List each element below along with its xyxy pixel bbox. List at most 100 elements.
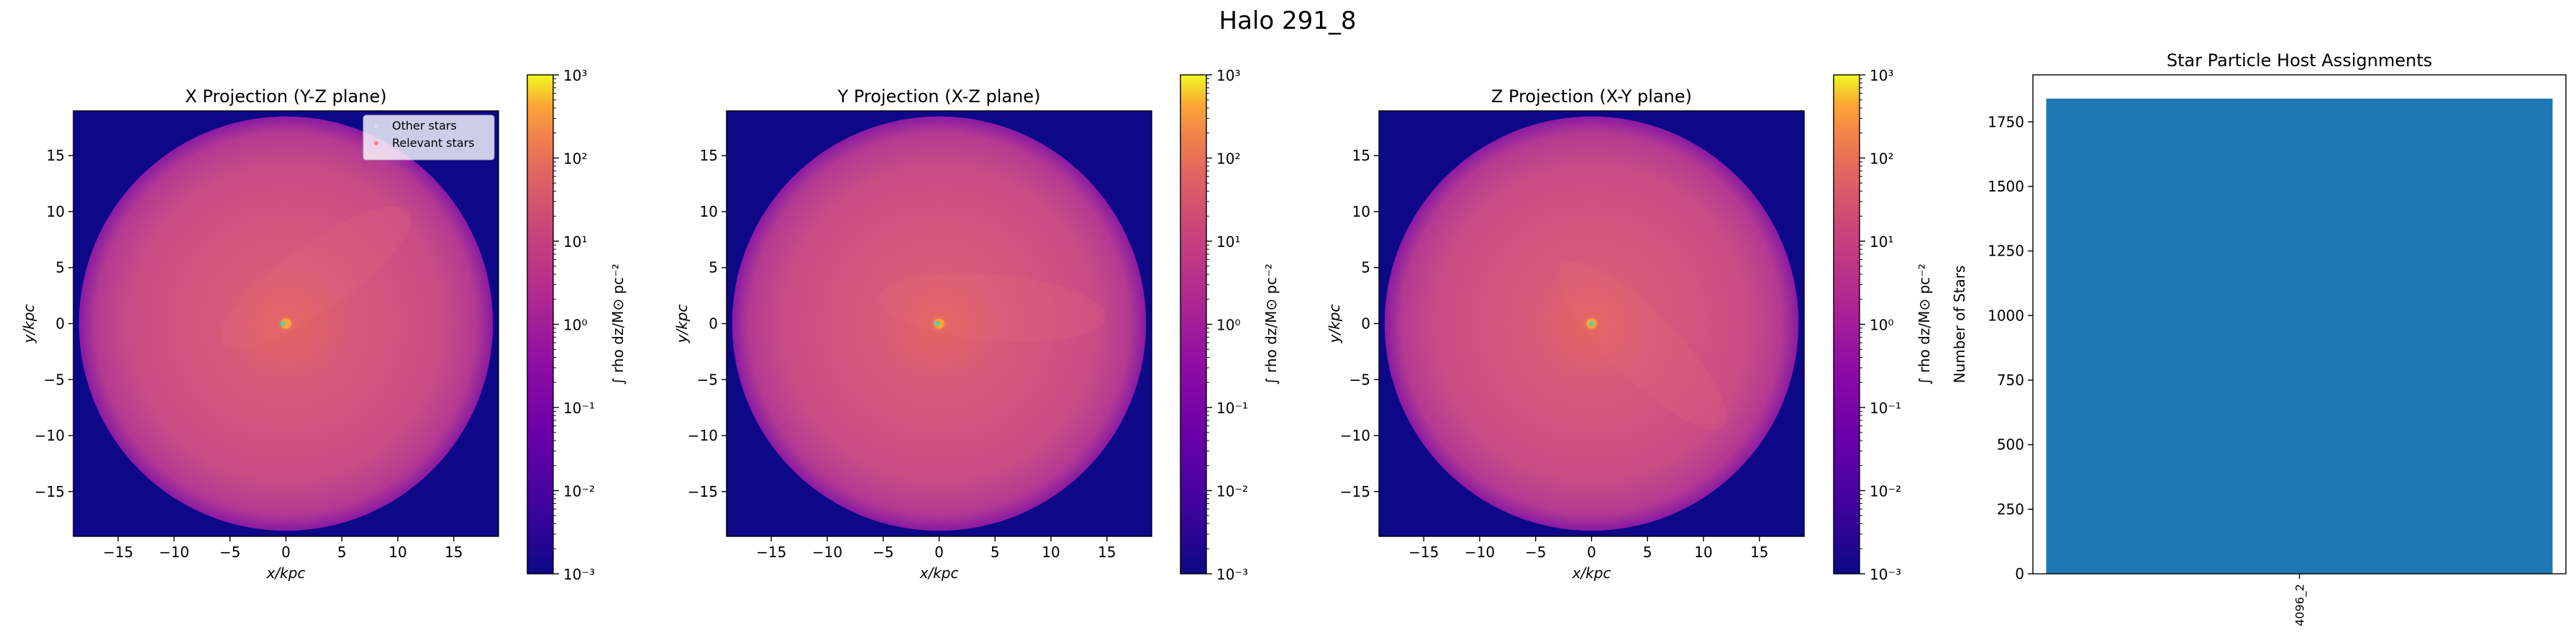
- x-tick-label: 10: [1042, 544, 1060, 561]
- density-filament: [1559, 261, 1727, 430]
- y-axis-label: y/kpc: [20, 305, 37, 344]
- heatmap-panel-2: −15 −10 −5 0 5 10 15 −15 −10 −5 0 5 10 15 Y Projection…: [673, 67, 1280, 583]
- x-tick-label: −10: [812, 544, 842, 561]
- x-tick-label: −5: [1525, 544, 1546, 561]
- colorbar-tick-label: 10⁻²: [1870, 483, 1901, 500]
- y-tick-label: 15: [700, 147, 718, 164]
- x-tick-label: 5: [337, 544, 347, 561]
- y-tick-label: −10: [1340, 427, 1370, 444]
- colorbar-tick-label: 10³: [563, 67, 587, 84]
- panel-title: Z Projection (X-Y plane): [1491, 86, 1692, 107]
- x-tick-label: 0: [281, 544, 291, 561]
- bar-4096_2: [2046, 99, 2553, 574]
- colorbar-tick-label: 10⁻³: [563, 566, 595, 583]
- colorbar-tick-label: 10³: [1870, 67, 1893, 84]
- colorbar-tick-label: 10⁻²: [563, 483, 595, 500]
- y-tick-label: 10: [47, 203, 65, 220]
- colorbar-tick-label: 10⁻¹: [1216, 400, 1248, 417]
- y-tick-label: 750: [1997, 371, 2024, 389]
- colorbar-tick-label: 10⁰: [1870, 317, 1893, 334]
- y-tick-label: 0: [1361, 315, 1370, 333]
- x-tick-label: 10: [388, 544, 406, 561]
- relevant-star-marker: [1589, 321, 1594, 326]
- y-tick-label: 1000: [1988, 307, 2024, 324]
- y-tick-label: 1750: [1988, 113, 2024, 130]
- legend-swatch: [374, 124, 378, 128]
- y-tick-label: −5: [697, 371, 718, 388]
- y-tick-label: −5: [44, 371, 65, 388]
- x-tick-label: 5: [991, 544, 1000, 561]
- colorbar-tick-label: 10⁻²: [1216, 483, 1248, 500]
- density-core: [281, 318, 291, 329]
- y-tick-label: 15: [47, 147, 65, 164]
- y-tick-label: 0: [709, 315, 718, 333]
- x-tick-label: −10: [159, 544, 189, 561]
- colorbar-tick-label: 10¹: [563, 233, 587, 251]
- y-tick-label: 5: [55, 259, 65, 276]
- x-tick-label: −5: [873, 544, 893, 561]
- colorbar: 10⁻³ 10⁻² 10⁻¹ 10⁰ 10¹ 10² 10³ ∫ rho dz/M⊙ pc⁻²: [1180, 67, 1280, 583]
- panels: −15 −10 −5 0 5 10 15 −15 −10 −5 0 5 10 15 X Projection…: [20, 50, 2567, 626]
- y-tick-label: −5: [1350, 371, 1370, 388]
- axes-frame: [2032, 74, 2567, 574]
- x-axis-label: x/kpc: [266, 564, 306, 582]
- x-tick-label: 0: [934, 544, 944, 561]
- relevant-star-marker: [280, 321, 286, 326]
- y-tick-label: 10: [700, 203, 718, 220]
- colorbar-tick-label: 10⁻¹: [563, 400, 595, 417]
- x-tick-label: −5: [219, 544, 240, 561]
- y-tick-label: −15: [688, 483, 718, 500]
- density-filament: [221, 206, 412, 348]
- y-tick-label: 250: [1997, 500, 2024, 518]
- x-tick-label: 15: [1750, 544, 1768, 561]
- legend-label: Relevant stars: [392, 136, 475, 150]
- y-tick-label: 0: [55, 315, 65, 333]
- y-tick-label: −10: [35, 427, 65, 444]
- colorbar-tick-label: 10⁻³: [1870, 566, 1901, 583]
- panel-title: X Projection (Y-Z plane): [185, 86, 386, 107]
- y-tick-label: 500: [1997, 436, 2024, 454]
- panel-title: Star Particle Host Assignments: [2167, 50, 2432, 71]
- colorbar-tick-label: 10⁻¹: [1870, 400, 1901, 417]
- legend: Other stars Relevant stars: [363, 114, 495, 161]
- x-tick-label: 15: [445, 544, 463, 561]
- x-tick-label: 10: [1694, 544, 1712, 561]
- y-axis-label: y/kpc: [1326, 305, 1343, 344]
- legend-swatch: [374, 141, 378, 145]
- colorbar-tick-label: 10²: [1870, 150, 1893, 168]
- x-tick-label: −15: [756, 544, 786, 561]
- x-tick-label: −15: [103, 544, 133, 561]
- bar-panel: 4096_2 0 250 500 750 1000 1250 1500 1750 Star Par…: [1951, 50, 2567, 626]
- colorbar-label: ∫ rho dz/M⊙ pc⁻²: [1262, 263, 1280, 385]
- y-axis-label: y/kpc: [673, 305, 691, 344]
- y-tick-label: −15: [35, 483, 65, 500]
- y-tick-label: −10: [688, 427, 718, 444]
- y-tick-label: 5: [1361, 259, 1370, 276]
- legend-box: [363, 114, 495, 161]
- x-tick-label: 0: [1587, 544, 1596, 561]
- colorbar-label: ∫ rho dz/M⊙ pc⁻²: [1916, 263, 1933, 385]
- figure-suptitle: Halo 291_8: [1219, 6, 1357, 35]
- colorbar-gradient: [1833, 74, 1860, 574]
- y-axis-label: Number of Stars: [1951, 266, 1968, 384]
- x-axis-label: x/kpc: [1572, 564, 1611, 582]
- colorbar-gradient: [527, 74, 554, 574]
- colorbar-tick-label: 10⁻³: [1216, 566, 1248, 583]
- colorbar-gradient: [1180, 74, 1207, 574]
- y-tick-label: 0: [2015, 565, 2024, 582]
- y-tick-label: 1250: [1988, 243, 2024, 260]
- legend-label: Other stars: [392, 119, 457, 132]
- colorbar: 10⁻³ 10⁻² 10⁻¹ 10⁰ 10¹ 10² 10³ ∫ rho dz/M⊙ pc⁻²: [1833, 67, 1933, 583]
- colorbar-tick-label: 10⁰: [1216, 317, 1240, 334]
- y-tick-label: 1500: [1988, 178, 2024, 195]
- colorbar-tick-label: 10⁰: [563, 317, 587, 334]
- colorbar-tick-label: 10¹: [1870, 233, 1893, 251]
- colorbar: 10⁻³ 10⁻² 10⁻¹ 10⁰ 10¹ 10² 10³ ∫ rho dz/M⊙ pc⁻²: [527, 67, 627, 583]
- heatmap-panel-1: −15 −10 −5 0 5 10 15 −15 −10 −5 0 5 10 15 X Projection…: [20, 67, 627, 583]
- y-tick-label: 5: [709, 259, 718, 276]
- x-tick-label: 5: [1643, 544, 1652, 561]
- colorbar-tick-label: 10²: [563, 150, 587, 168]
- x-axis-label: x/kpc: [919, 564, 959, 582]
- y-tick-label: 15: [1352, 147, 1370, 164]
